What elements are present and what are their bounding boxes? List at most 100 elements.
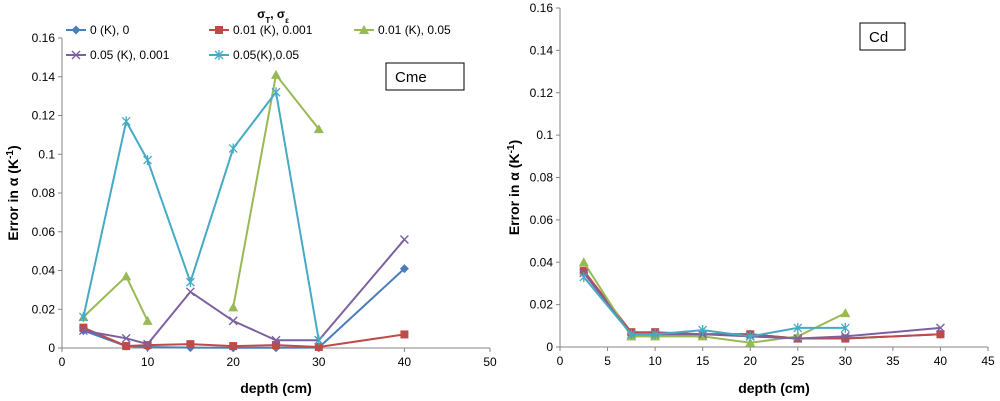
series-4 [78,87,324,346]
y-tick-label: 0.16 [32,31,56,45]
y-tick-label: 0.06 [530,213,554,227]
legend-label: 0 (K), 0 [90,23,130,37]
y-tick-label: 0.1 [536,128,553,142]
legend-label: 0.01 (K), 0.001 [233,23,313,37]
legend-label: 0.05(K),0.05 [233,48,299,62]
x-tick-label: 20 [744,354,758,368]
y-tick-label: 0 [48,341,55,355]
y-tick-label: 0.14 [530,43,554,57]
data-point [840,331,850,341]
legend-item: 0.05(K),0.05 [209,48,299,62]
y-tick-label: 0.08 [530,171,554,185]
data-point [122,342,131,351]
x-tick-label: 45 [981,354,995,368]
y-tick-label: 0.14 [32,70,56,84]
legend-item: 0.01 (K), 0.05 [354,23,451,37]
legend-marker [71,50,81,60]
data-point [399,235,409,244]
data-point [793,322,803,333]
data-point [697,331,708,341]
data-point [313,124,324,134]
panel-label: Cd [869,29,888,46]
data-point [121,333,131,343]
x-tick-label: 40 [934,354,948,368]
x-axis-label: depth (cm) [240,380,312,396]
x-tick-label: 15 [696,354,710,368]
data-point [936,330,945,339]
y-tick-label: 0.16 [530,1,554,15]
data-point [271,87,281,98]
series-line [583,272,941,340]
data-point [578,257,589,267]
series-line [83,238,406,346]
series-line [82,274,149,322]
y-tick-label: 0.04 [530,255,554,269]
panel-label: Cme [395,69,427,86]
data-point [142,315,153,325]
data-point [121,116,131,127]
x-tick-label: 20 [227,355,241,369]
y-tick-label: 0.06 [32,225,56,239]
y-tick-label: 0.12 [530,86,554,100]
series-line [583,270,941,340]
data-point [79,323,88,332]
data-point [314,343,323,352]
data-point [185,277,195,288]
data-point [579,266,588,275]
legend-marker [359,25,369,34]
series-line [583,276,846,338]
legend-item: 0 (K), 0 [66,23,130,37]
y-tick-label: 0.04 [32,264,56,278]
data-point [186,340,195,349]
data-point [745,337,756,347]
x-tick-label: 10 [141,355,155,369]
series-line [83,326,405,349]
data-point [143,155,153,166]
x-tick-label: 40 [398,355,412,369]
data-point [650,329,660,340]
series-4 [579,272,850,342]
data-point [121,271,132,281]
y-tick-label: 0.12 [32,109,56,123]
data-point [78,326,88,336]
data-point [271,69,281,79]
panel-label-box [859,22,906,51]
y-tick-label: 0.08 [32,186,56,200]
data-point [935,323,945,333]
x-tick-label: 30 [839,354,853,368]
y-tick-label: 0 [546,340,553,354]
series-line [232,72,320,308]
panel-label-box [385,62,465,91]
y-tick-label: 0.02 [32,302,56,316]
data-point [840,322,850,333]
legend-label: 0.01 (K), 0.05 [378,23,451,37]
series-line [83,267,406,349]
y-axis-label: Error in α (K-1) [5,145,22,240]
legend-label: 0.05 (K), 0.001 [90,48,170,62]
data-point [228,143,238,154]
series-line [583,272,941,340]
x-tick-label: 50 [483,355,497,369]
x-tick-label: 35 [886,354,900,368]
data-point [400,330,409,339]
data-point [228,302,239,312]
data-point [840,308,851,318]
data-point [143,339,153,349]
x-tick-label: 25 [791,354,805,368]
series-line [82,89,320,341]
chart-panel-cme: 0 0.02 0.04 0.06 0.08 0.1 0.12 0.14 0.16 0 10 20 30 4… [5,31,497,396]
x-axis-label: depth (cm) [738,380,810,396]
data-point [841,334,850,343]
y-tick-label: 0.1 [38,147,55,161]
legend-title: σT, σε [257,7,289,25]
x-tick-label: 5 [604,354,611,368]
data-point [626,329,636,340]
x-tick-label: 0 [59,355,66,369]
legend: σT, σε 0 (K), 0 0.01 (K), 0.001 0.01 (K), 0… [66,7,451,62]
legend-marker [215,26,223,34]
data-point [698,325,708,336]
data-point [229,342,238,351]
data-point [399,264,409,274]
x-tick-label: 30 [312,355,326,369]
